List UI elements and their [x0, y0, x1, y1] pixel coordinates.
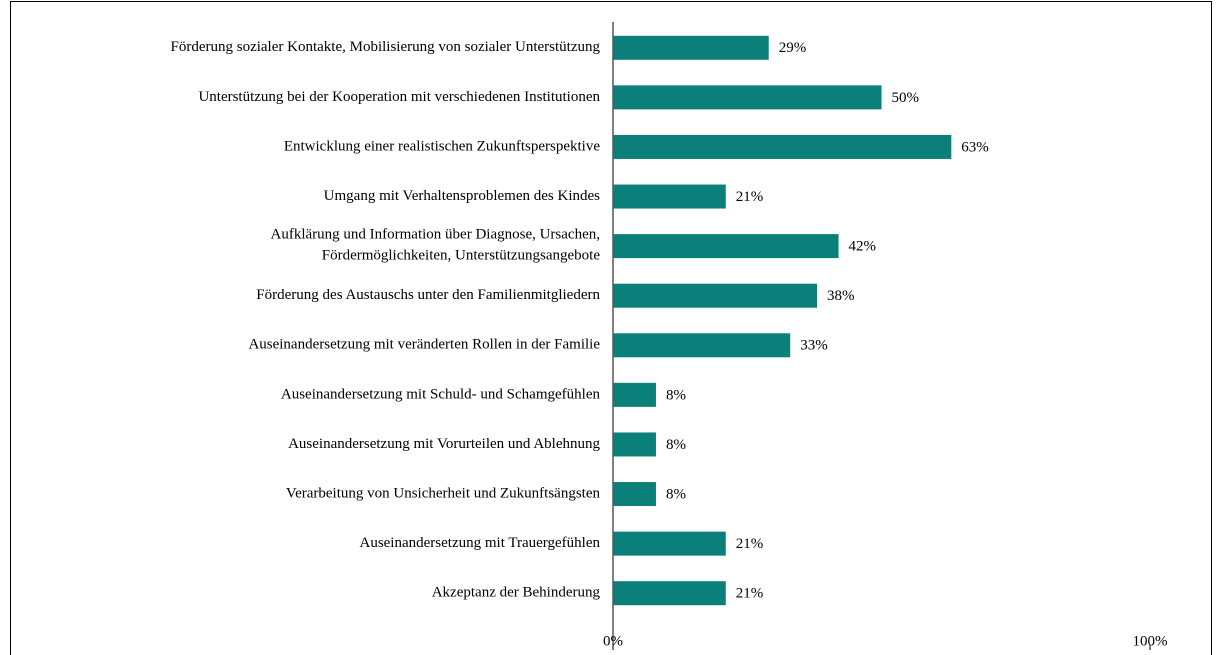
bar — [613, 333, 791, 358]
category-label: Auseinandersetzung mit veränderten Rolle… — [248, 337, 600, 353]
value-label: 8% — [666, 437, 686, 453]
value-label: 33% — [800, 338, 828, 354]
category-label: Förderung des Austauschs unter den Famil… — [256, 287, 600, 303]
category-label: Aufklärung und Information über Diagnose… — [271, 227, 601, 264]
value-label: 21% — [736, 189, 764, 205]
category-label: Umgang mit Verhaltensproblemen des Kinde… — [324, 188, 600, 204]
value-label: 21% — [736, 586, 764, 602]
category-label: Auseinandersetzung mit Schuld- und Scham… — [281, 386, 601, 402]
category-label-line: Fördermöglichkeiten, Unterstützungsangeb… — [322, 248, 601, 264]
value-label: 8% — [666, 486, 686, 502]
category-label: Förderung sozialer Kontakte, Mobilisieru… — [171, 39, 601, 55]
value-label: 8% — [666, 387, 686, 403]
value-label: 29% — [779, 40, 807, 56]
category-label: Akzeptanz der Behinderung — [432, 585, 601, 601]
value-label: 38% — [827, 288, 855, 304]
bar — [613, 382, 656, 407]
bar — [613, 35, 769, 60]
category-label: Entwicklung einer realistischen Zukunfts… — [284, 138, 600, 154]
category-label: Unterstützung bei der Kooperation mit ve… — [198, 89, 600, 105]
x-tick-label: 100% — [1133, 633, 1168, 649]
bar — [613, 184, 726, 209]
bar — [613, 531, 726, 556]
value-label: 21% — [736, 536, 764, 552]
x-tick-label: 0% — [603, 633, 623, 649]
bar — [613, 85, 882, 110]
bar — [613, 482, 656, 507]
category-label: Verarbeitung von Unsicherheit und Zukunf… — [286, 485, 601, 501]
value-label: 42% — [849, 239, 877, 255]
bar — [613, 234, 839, 259]
bar — [613, 432, 656, 457]
category-label: Auseinandersetzung mit Trauergefühlen — [359, 535, 600, 551]
category-label: Auseinandersetzung mit Vorurteilen und A… — [288, 436, 600, 452]
category-label-line: Aufklärung und Information über Diagnose… — [271, 227, 601, 243]
value-label: 50% — [892, 90, 920, 106]
bar — [613, 581, 726, 606]
bar — [613, 283, 818, 308]
chart-frame — [10, 1, 1212, 655]
value-label: 63% — [961, 139, 989, 155]
bar — [613, 134, 952, 159]
